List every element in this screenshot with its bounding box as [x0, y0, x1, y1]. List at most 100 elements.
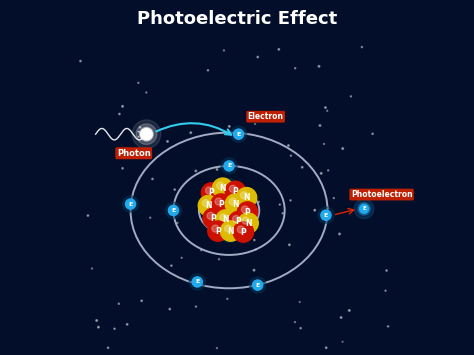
- Point: [323, 108, 331, 114]
- Circle shape: [189, 274, 205, 290]
- Text: P: P: [233, 187, 238, 196]
- Point: [143, 89, 150, 95]
- Text: P: P: [215, 226, 221, 236]
- Circle shape: [240, 192, 247, 199]
- Circle shape: [237, 226, 245, 233]
- Point: [213, 345, 221, 351]
- Text: N: N: [245, 219, 251, 228]
- Point: [292, 65, 299, 71]
- Circle shape: [225, 181, 246, 202]
- Point: [286, 242, 293, 248]
- Circle shape: [211, 194, 231, 214]
- Circle shape: [232, 215, 239, 223]
- Point: [382, 288, 389, 294]
- Circle shape: [354, 199, 374, 219]
- Point: [337, 315, 345, 320]
- Point: [311, 207, 319, 213]
- Circle shape: [141, 129, 152, 140]
- Text: P: P: [209, 189, 214, 197]
- Point: [198, 247, 205, 253]
- Point: [146, 152, 154, 158]
- Text: E: E: [227, 184, 231, 189]
- Point: [320, 141, 328, 147]
- Point: [115, 301, 123, 307]
- Text: Photoelectric Effect: Photoelectric Effect: [137, 10, 337, 28]
- Circle shape: [203, 208, 223, 229]
- Point: [336, 231, 343, 237]
- Circle shape: [237, 187, 257, 208]
- Point: [138, 298, 146, 304]
- Point: [299, 164, 306, 170]
- Point: [339, 146, 346, 151]
- Circle shape: [253, 280, 263, 290]
- Point: [369, 131, 376, 137]
- Circle shape: [249, 277, 266, 293]
- Point: [220, 48, 228, 53]
- Circle shape: [132, 120, 161, 148]
- Circle shape: [221, 226, 237, 242]
- Text: N: N: [205, 201, 212, 210]
- Point: [339, 339, 346, 345]
- Text: E: E: [362, 206, 366, 211]
- Point: [275, 47, 283, 52]
- Text: N: N: [232, 200, 239, 209]
- Circle shape: [230, 126, 247, 142]
- Circle shape: [358, 203, 370, 215]
- Point: [285, 143, 292, 148]
- Circle shape: [233, 222, 254, 242]
- Point: [204, 67, 212, 73]
- Circle shape: [225, 194, 246, 214]
- Text: E: E: [128, 202, 133, 207]
- Text: E: E: [255, 283, 260, 288]
- Point: [123, 322, 131, 327]
- Point: [187, 130, 194, 136]
- Text: N: N: [243, 193, 250, 202]
- Point: [215, 256, 223, 262]
- Point: [324, 206, 332, 211]
- Text: N: N: [228, 226, 234, 236]
- Point: [322, 345, 330, 351]
- Point: [252, 247, 260, 252]
- Circle shape: [198, 196, 219, 216]
- Point: [330, 195, 337, 201]
- Circle shape: [225, 225, 232, 232]
- Point: [135, 80, 142, 86]
- Circle shape: [221, 179, 237, 195]
- Circle shape: [237, 202, 258, 222]
- Point: [214, 223, 221, 229]
- Circle shape: [201, 183, 222, 203]
- Point: [384, 323, 392, 329]
- Point: [173, 220, 181, 226]
- Point: [251, 237, 258, 243]
- Point: [224, 296, 231, 302]
- Point: [146, 215, 154, 220]
- Circle shape: [122, 196, 139, 212]
- Point: [149, 176, 156, 182]
- Circle shape: [360, 204, 369, 213]
- Point: [276, 202, 283, 207]
- Point: [287, 153, 295, 159]
- Circle shape: [215, 198, 222, 205]
- Circle shape: [192, 277, 202, 287]
- Point: [324, 168, 332, 173]
- Circle shape: [224, 229, 234, 239]
- Circle shape: [229, 198, 237, 205]
- Circle shape: [224, 161, 234, 171]
- Point: [171, 187, 179, 192]
- Point: [346, 307, 353, 313]
- Point: [226, 124, 233, 129]
- Point: [316, 122, 324, 128]
- Point: [255, 199, 263, 204]
- Circle shape: [217, 182, 224, 189]
- Circle shape: [165, 202, 182, 219]
- Point: [168, 263, 175, 268]
- Point: [119, 103, 127, 109]
- Circle shape: [202, 200, 210, 207]
- Point: [93, 318, 100, 323]
- Point: [104, 345, 112, 351]
- Point: [250, 267, 258, 273]
- Text: P: P: [210, 214, 216, 223]
- Point: [166, 306, 173, 312]
- Point: [84, 213, 92, 218]
- Point: [297, 325, 304, 331]
